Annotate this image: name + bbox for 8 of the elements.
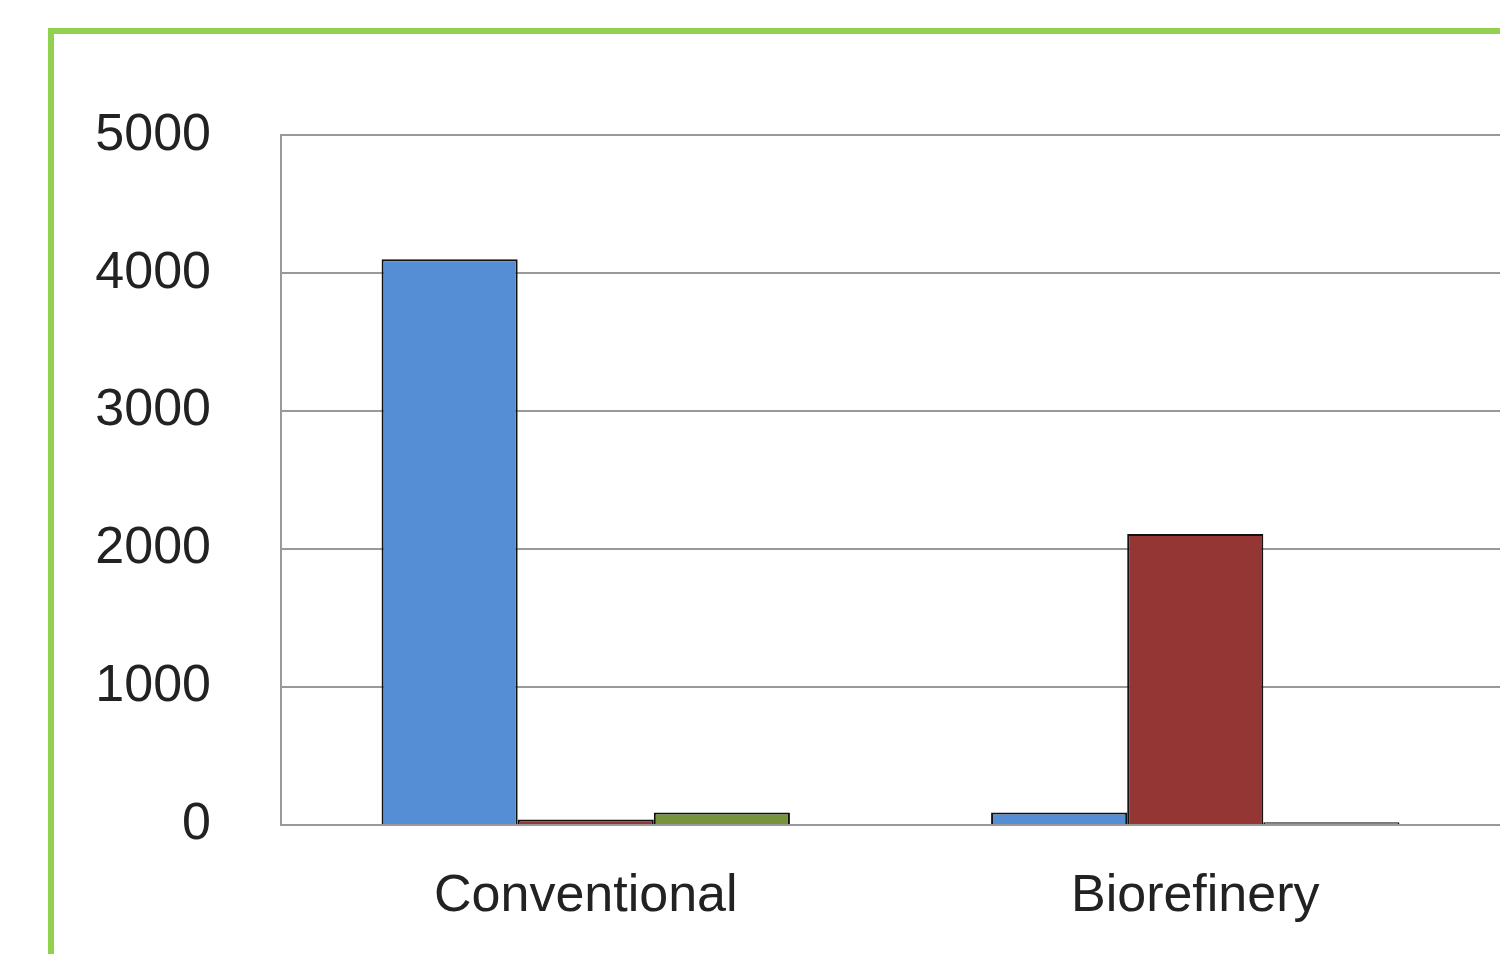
x-tick-label: Biorefinery [1070, 863, 1320, 922]
x-tick-label: Conventional [433, 863, 738, 922]
y-tick-label: 3000 [95, 378, 211, 437]
y-tick-label: 4000 [95, 240, 211, 299]
y-tick-label: 5000 [95, 102, 211, 161]
y-tick-label: 1000 [95, 654, 211, 713]
y-tick-label: 0 [182, 792, 211, 851]
y-tick-label: 2000 [95, 516, 211, 575]
